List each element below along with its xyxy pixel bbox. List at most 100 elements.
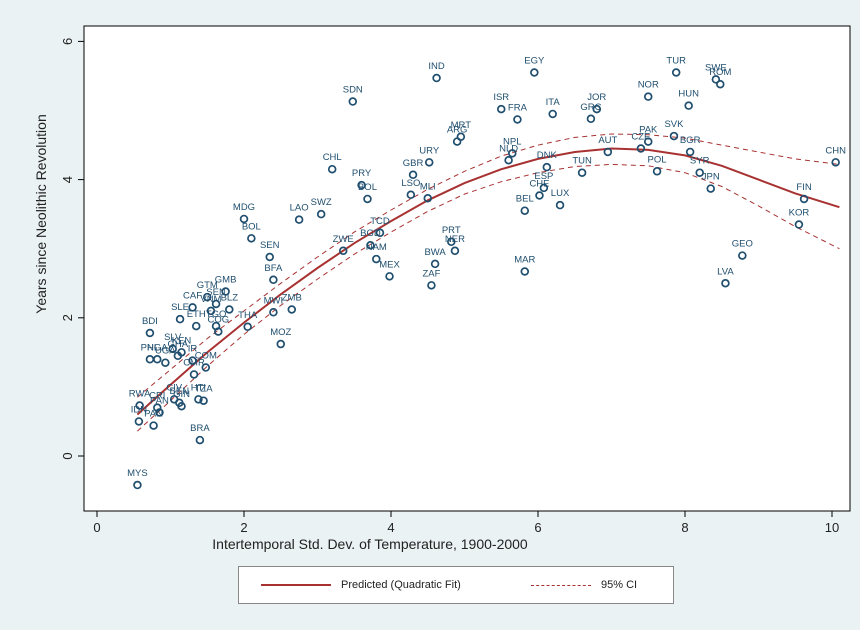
ci-upper-line (137, 133, 840, 398)
data-point (520, 206, 530, 215)
point-label: FRA (508, 102, 528, 113)
point-label: TZA (195, 384, 214, 395)
point-label: IND (428, 61, 445, 72)
data-point (385, 272, 394, 281)
data-point (794, 220, 804, 229)
point-label: CZE (631, 132, 650, 143)
point-label: COG (207, 315, 229, 326)
data-point (695, 168, 704, 177)
y-tick-label: 0 (60, 452, 75, 459)
point-label: DNK (537, 150, 558, 161)
data-point (214, 327, 223, 336)
point-label: IDN (131, 404, 148, 415)
data-point (504, 156, 513, 165)
point-label: BDI (142, 316, 158, 327)
data-point (195, 435, 205, 445)
data-point (188, 356, 197, 365)
data-point (135, 401, 144, 410)
data-point (447, 237, 456, 247)
point-label: PRT (442, 225, 461, 236)
point-label: SEN (260, 240, 280, 251)
data-point (175, 314, 185, 324)
data-point (408, 170, 418, 180)
x-tick-label: 8 (681, 520, 688, 535)
data-point (206, 306, 216, 316)
data-point (375, 228, 385, 238)
y-tick-label: 6 (60, 38, 75, 45)
data-point (243, 322, 252, 332)
data-point (652, 167, 662, 176)
point-label: LAO (290, 203, 309, 214)
point-label: BFA (264, 263, 283, 274)
point-label: MDG (233, 202, 255, 213)
data-point (357, 180, 366, 190)
data-point (247, 234, 256, 243)
data-point (168, 344, 177, 354)
point-label: NAM (366, 242, 387, 253)
data-point (684, 101, 693, 110)
point-label: CHN (825, 145, 846, 156)
data-point (188, 303, 197, 312)
data-point (199, 396, 208, 405)
point-label: JPN (702, 172, 720, 183)
data-point (539, 183, 549, 193)
y-axis-title: Years since Neolithic Revolution (33, 114, 49, 313)
data-point (738, 251, 747, 260)
point-label: PAK (639, 125, 658, 136)
data-point (366, 240, 375, 250)
data-point (508, 149, 517, 158)
data-point (643, 137, 653, 146)
point-label: PAN (144, 409, 163, 420)
point-label: MRT (451, 120, 472, 131)
x-axis-title: Intertemporal Std. Dev. of Temperature, … (212, 536, 528, 552)
data-point (706, 184, 715, 193)
data-point (153, 403, 162, 412)
point-label: SVK (664, 119, 684, 130)
point-label: URY (419, 145, 440, 156)
legend-label-ci: 95% CI (601, 579, 638, 591)
y-tick-label: 2 (60, 314, 75, 321)
point-label: MOZ (270, 327, 291, 338)
point-label: ESP (534, 171, 553, 182)
data-point (265, 252, 274, 262)
data-point (191, 321, 201, 331)
point-label: LVA (717, 266, 734, 277)
point-label: BGD (360, 228, 381, 239)
data-point (372, 254, 381, 264)
data-point (276, 339, 286, 349)
data-point (155, 408, 164, 417)
data-point (316, 209, 326, 219)
data-point (513, 115, 522, 124)
x-tick-label: 6 (534, 520, 541, 535)
point-label: GIN (173, 389, 190, 400)
point-label: HUN (678, 89, 699, 100)
point-label: FIN (796, 182, 811, 193)
legend-swatch-fit (261, 584, 331, 586)
data-point (716, 79, 725, 89)
point-label: TCD (370, 216, 390, 227)
point-label: TUN (572, 156, 592, 167)
point-label: VNM (200, 294, 221, 305)
point-label: SLE (171, 302, 189, 313)
fit-line (136, 147, 840, 416)
data-point (432, 73, 441, 83)
point-label: NGA (147, 342, 168, 353)
data-point (133, 480, 142, 490)
point-label: THA (238, 310, 258, 321)
x-tick-label: 2 (240, 520, 247, 535)
point-label: ROM (709, 67, 731, 78)
data-point (530, 68, 539, 77)
axes: 0 2 4 6 8 10 0 2 4 6 (60, 38, 839, 535)
data-point (555, 200, 565, 210)
data-point (161, 358, 170, 367)
point-label: GTM (197, 280, 218, 291)
point-label: BLZ (221, 293, 239, 304)
x-tick-label: 10 (825, 520, 839, 535)
scatter-chart: MYSIDNRWAPANPANCRIBDIPHLNGASLVKENUGAGHAC… (33, 25, 851, 552)
data-point (831, 158, 840, 167)
data-point (497, 104, 506, 114)
data-point (173, 351, 183, 361)
data-point (711, 75, 721, 84)
point-label: SWZ (311, 197, 332, 208)
point-label: BEN (170, 386, 190, 397)
